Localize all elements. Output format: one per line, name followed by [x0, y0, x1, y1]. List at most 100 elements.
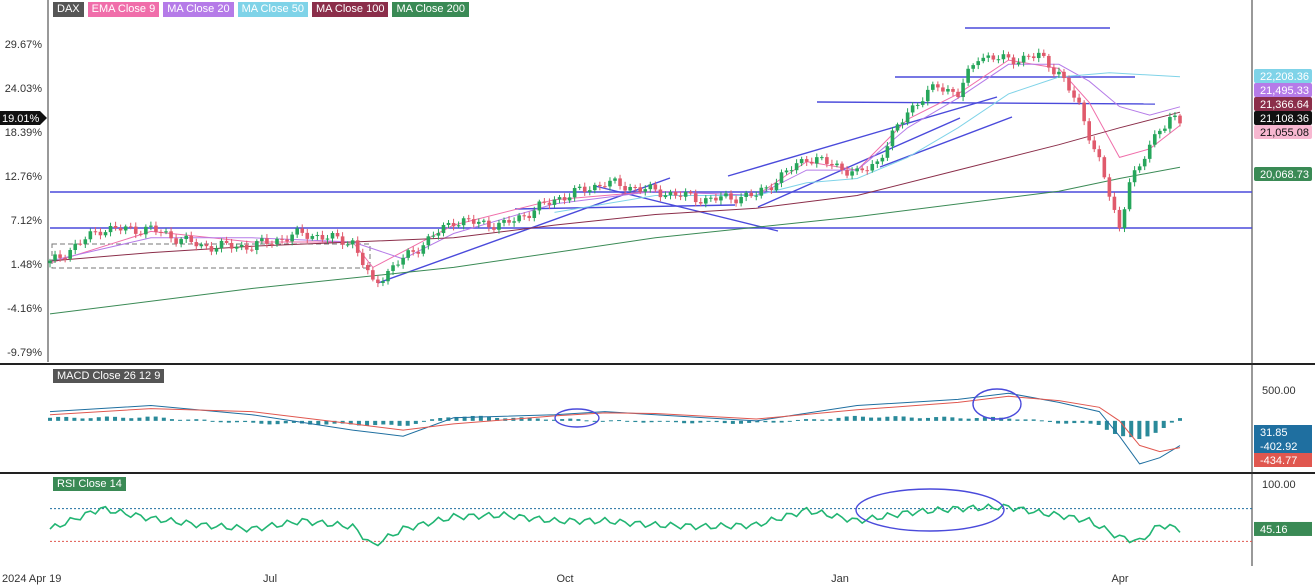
candle-body [1173, 115, 1177, 118]
legend-symbol[interactable]: DAX [53, 2, 84, 17]
macd-histogram-bar [592, 420, 597, 422]
macd-histogram-bar [113, 416, 118, 421]
macd-histogram-bar [755, 420, 760, 423]
candle-body [260, 238, 264, 242]
price-tag: 21,366.64 [1254, 97, 1312, 111]
macd-histogram-bar [218, 420, 223, 423]
candle-body [946, 89, 950, 92]
macd-histogram-bar [1080, 420, 1085, 423]
percent-axis-tick: 24.03% [5, 83, 43, 95]
candle-body [502, 220, 506, 223]
macd-histogram-bar [1104, 420, 1109, 430]
legend-ema9[interactable]: EMA Close 9 [87, 2, 160, 17]
price-tag-box [1254, 97, 1312, 111]
macd-histogram-bar [909, 417, 914, 421]
candle-body [885, 146, 890, 158]
candle-body [1158, 130, 1162, 135]
candle-body [487, 220, 491, 228]
macd-histogram-bar [795, 419, 800, 421]
macd-signal-line [49, 395, 1181, 453]
candle-body [1137, 166, 1142, 171]
macd-histogram-bar [1007, 418, 1012, 421]
macd-histogram-bar [153, 416, 158, 421]
candle-body [1011, 57, 1016, 65]
candle-body [421, 245, 426, 254]
candle-body [1147, 144, 1152, 159]
candle-body [239, 244, 244, 247]
percent-axis-tick: 1.48% [11, 259, 42, 271]
candle-body [734, 199, 738, 204]
macd-histogram-bar [291, 420, 296, 423]
candle-body [164, 231, 168, 233]
candle-body [966, 68, 970, 83]
macd-histogram-bar [1121, 420, 1126, 437]
candle-body [633, 186, 637, 188]
candle-body [1001, 54, 1006, 60]
candle-body [290, 234, 294, 242]
macd-series-layer [48, 388, 1182, 465]
candle-body [1152, 134, 1157, 145]
candle-body [416, 251, 421, 254]
macd-histogram-bar [267, 420, 272, 425]
candle-body [451, 222, 456, 227]
candle-body [1052, 67, 1056, 75]
candle-body [915, 104, 920, 106]
macd-histogram-bar [1129, 420, 1134, 438]
macd-histogram-bar [543, 419, 548, 421]
candle-body [1168, 117, 1172, 129]
legend-ma20[interactable]: MA Close 20 [163, 2, 234, 17]
candle-body [174, 238, 178, 244]
candle-body [562, 197, 567, 201]
macd-histogram-bar [966, 418, 971, 421]
candle-body [799, 159, 804, 164]
candle-body [825, 157, 829, 164]
candle-body [961, 82, 965, 98]
candle-body [658, 189, 663, 198]
macd-histogram-bar [243, 420, 248, 423]
rsi-panel-label[interactable]: RSI Close 14 [53, 477, 126, 491]
macd-histogram-bar [470, 415, 475, 421]
candle-body [53, 254, 57, 261]
candle-body [98, 231, 103, 236]
macd-histogram-bar [356, 420, 361, 426]
candle-body [310, 236, 315, 239]
candle-body [381, 281, 385, 283]
current-percent-tag: 19.01% [0, 111, 47, 125]
candle-body [295, 228, 299, 235]
candle-body [456, 225, 461, 227]
candle-body [820, 157, 824, 159]
macd-histogram-bar [625, 420, 630, 422]
price-tag-label: 21,108.36 [1260, 113, 1309, 125]
candle-body [613, 178, 617, 181]
candle-body [396, 264, 400, 266]
trendline [757, 117, 961, 208]
axis-labels-layer: 29.67% 24.03% 18.39% 12.76% 7.12% 1.48% -4.16%… [0, 39, 1312, 585]
macd-histogram-bar [820, 419, 825, 421]
macd-histogram-bar [210, 420, 215, 422]
macd-panel-label[interactable]: MACD Close 26 12 9 [53, 369, 165, 383]
candle-body [1163, 128, 1167, 131]
price-tag-label: 20,068.73 [1260, 169, 1309, 181]
candle-body [593, 184, 597, 191]
candle-body [931, 84, 935, 90]
candle-body [618, 178, 622, 187]
macd-histogram-bar [226, 420, 231, 423]
candle-body [391, 265, 395, 271]
legend-ma100[interactable]: MA Close 100 [311, 2, 389, 17]
candle-body [73, 243, 78, 251]
macd-value-label: -434.77 [1260, 455, 1297, 467]
macd-histogram-bar [747, 420, 752, 423]
candle-body [1087, 121, 1091, 141]
macd-histogram-bar [617, 420, 622, 422]
candle-body [764, 187, 769, 189]
macd-histogram-bar [584, 420, 589, 422]
macd-histogram-bar [283, 420, 288, 424]
candle-body [789, 170, 794, 172]
rsi-series-layer [49, 488, 1252, 547]
rsi-line [49, 503, 1181, 547]
candle-body [1112, 196, 1117, 210]
legend-ma50[interactable]: MA Close 50 [237, 2, 308, 17]
legend-ma200[interactable]: MA Close 200 [392, 2, 469, 17]
candle-body [234, 246, 239, 249]
